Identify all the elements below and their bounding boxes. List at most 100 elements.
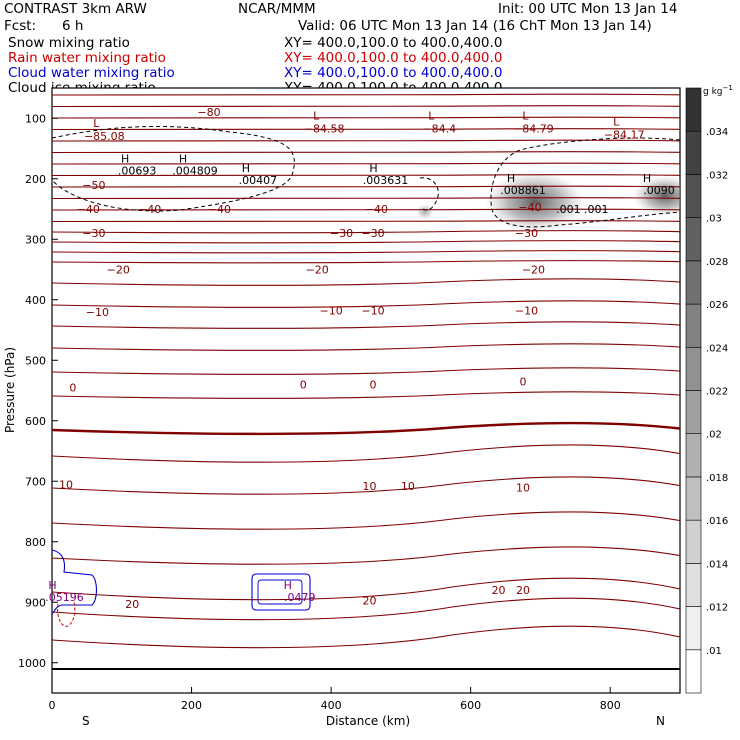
y-tick-label: 500 [25,354,46,367]
high-value-label: .00693 [118,165,157,178]
low-value-label: −84.4 [422,122,456,135]
rain-contour [57,601,76,627]
low-marker: L [613,115,620,128]
x-tick-label: 600 [460,699,481,712]
colorbar-swatch [685,433,702,478]
isotherm-line [52,128,680,131]
colorbar-label: .02 [706,430,722,441]
low-marker: L [428,109,435,122]
y-tick-label: 200 [25,173,46,186]
isotherm-label: −80 [197,106,220,119]
isotherm-line [52,321,680,329]
colorbar-label: .016 [706,516,728,527]
snow-shading-main [485,172,585,232]
annotation-label: .001 [556,203,581,216]
cloud-water-contour-mid-inner [257,579,303,605]
isotherm-line [52,597,680,621]
contour-labels: −80 −50 −40 −40 −40 −40 −40 −30 −30 −30 −30 −20 −20 −… [45,106,675,611]
field-rain-label: Rain water mixing ratio [8,50,166,66]
isotherm-line [52,139,680,143]
high-marker: H [507,172,515,185]
cloud-ice-contour-west [52,125,295,212]
isotherm-label: −50 [82,179,105,192]
isotherm-line [52,151,680,154]
isotherm-line [52,625,680,649]
forecast-hour: 6 h [62,18,84,34]
isotherm-label: −40 [365,203,388,216]
isotherm-label: 10 [401,480,415,493]
cloud-water-contour-west [52,549,98,615]
forecast-label: Fcst: [4,18,37,34]
isotherm-line [52,250,680,254]
isotherm-line [52,260,680,264]
isotherm-line [52,220,680,223]
isotherm-label: −10 [361,305,384,318]
high-marker: H [48,579,56,592]
isotherm-label: −20 [306,264,329,277]
isotherm-label: −30 [82,227,105,240]
axes: 0 200 400 600 800100200300400500600700800900… [18,112,621,712]
x-tick-label: 0 [49,699,56,712]
isotherm-label: 20 [516,584,530,597]
colorbar-swatch [685,563,702,607]
isotherm-line [52,93,680,97]
isotherm-line [52,511,680,530]
field-cloud-water-label: Cloud water mixing ratio [8,65,175,81]
x-axis-title: Distance (km) [326,714,410,728]
isotherm-label: 10 [516,481,530,494]
isotherm-label: −10 [515,305,538,318]
high-value-label: .05196 [45,591,84,604]
isotherm-line [52,174,680,177]
isotherm-line [52,546,680,565]
colorbar-swatch [685,217,702,262]
isotherm-line [52,185,680,189]
y-axis-title: Pressure (hPa) [3,347,17,433]
colorbar-swatch [685,260,702,305]
low-marker: L [93,117,100,130]
colorbar-label: .03 [706,214,722,225]
init-time: Init: 00 UTC Mon 13 Jan 14 [498,1,678,17]
field-snow-xy: XY= 400.0,100.0 to 400.0,400.0 [284,35,503,51]
isotherm-label: −10 [86,306,109,319]
high-value-label: .004809 [172,165,218,178]
colorbar-swatch [685,649,702,694]
high-marker: H [369,162,377,175]
colorbar-label: .012 [706,603,728,614]
y-tick-label: 600 [25,415,46,428]
south-label: S [82,714,90,728]
colorbar-swatch [685,519,702,564]
high-marker: H [121,153,129,166]
isotherm-label: 10 [59,478,73,491]
high-marker: H [179,153,187,166]
isotherm-label: 10 [362,480,376,493]
isotherm-line [52,240,680,244]
colorbar-label: .034 [706,127,728,138]
colorbar-swatch [685,87,702,132]
isotherm-label: −40 [138,203,161,216]
high-value-label: .00407 [239,174,278,187]
y-tick-label: 300 [25,233,46,246]
high-value-label: .0479 [284,591,316,604]
colorbar-swatch [685,606,702,651]
model-title: CONTRAST 3km ARW [4,1,147,17]
cloud-ice-contour-east [490,137,680,228]
isotherm-label: 20 [362,594,376,607]
field-rain-xy: XY= 400.0,100.0 to 400.0,400.0 [284,50,503,66]
isotherm-label: −40 [77,203,100,216]
isotherm-line [52,421,680,436]
isotherm-line [52,343,680,351]
colorbar-label: .028 [706,257,728,268]
high-value-label: .0090 [643,184,675,197]
isotherm-line [52,300,680,308]
isotherm-lines [52,93,680,649]
colorbar-label: .024 [706,343,728,354]
north-label: N [656,714,665,728]
colorbar-unit-exponent: −1 [723,84,733,92]
isotherm-line [52,476,680,495]
low-value-label: −84.17 [604,128,645,141]
low-marker: L [522,109,529,122]
colorbar-swatch [685,476,702,521]
y-tick-label: 100 [25,112,46,125]
isotherm-label: −40 [518,201,541,214]
